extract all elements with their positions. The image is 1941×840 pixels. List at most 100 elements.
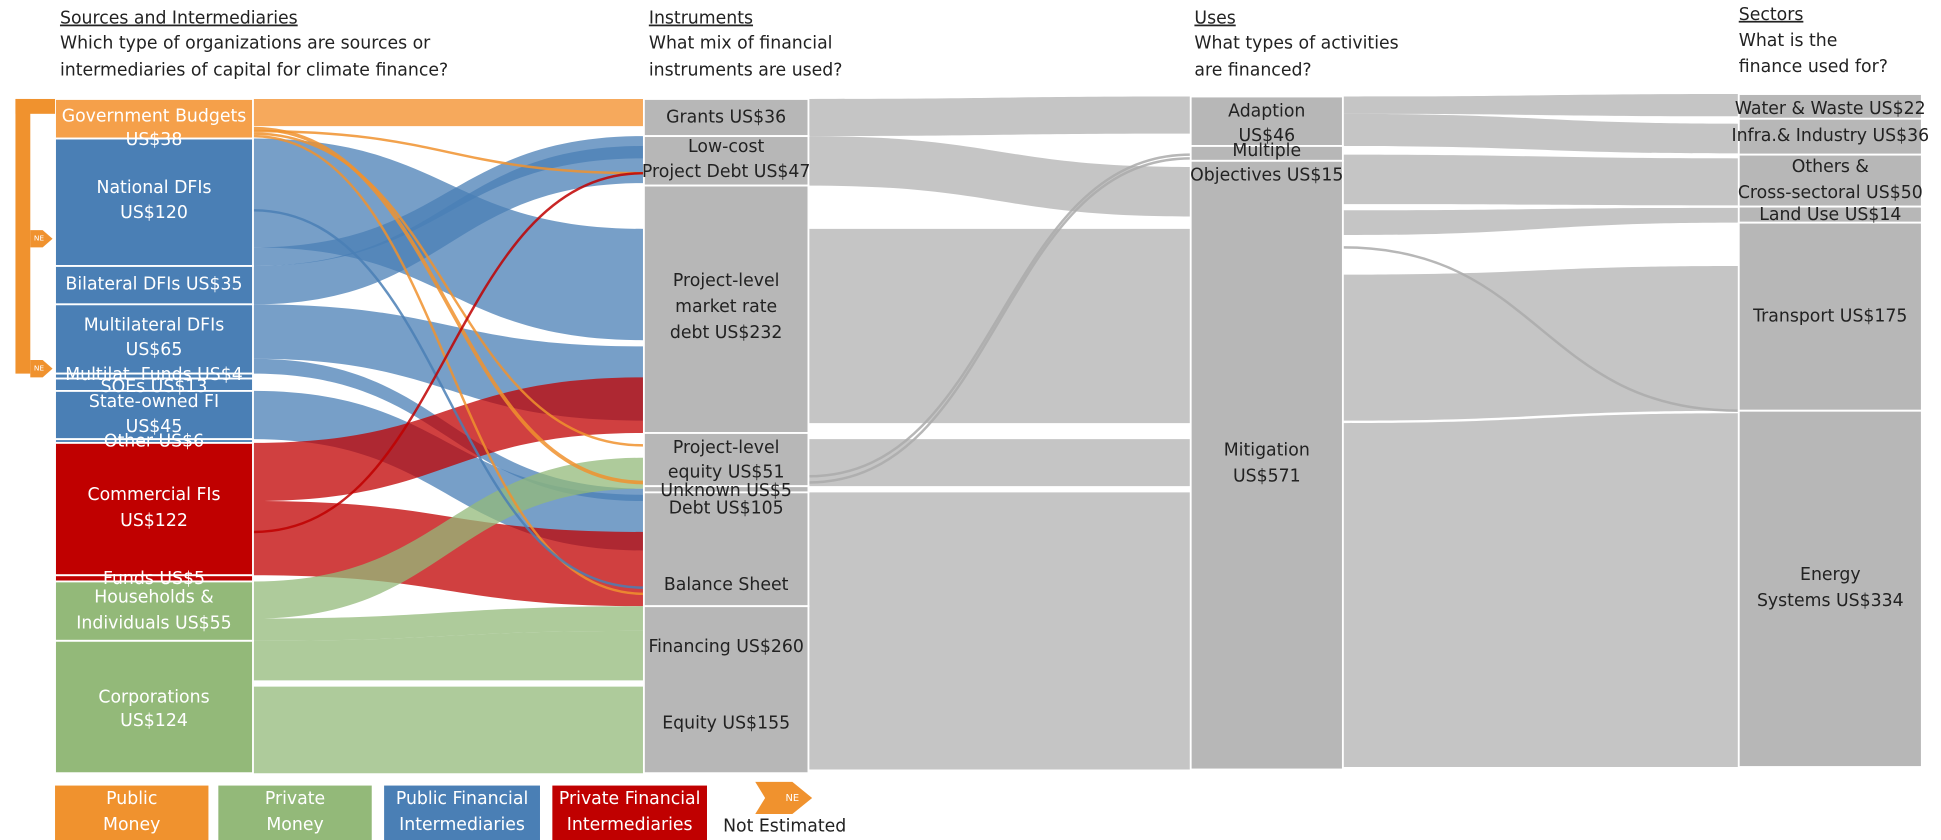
node-label: US$120	[120, 203, 188, 223]
node-label: Mitigation	[1224, 440, 1310, 460]
node	[54, 580, 254, 642]
column-question: What mix of financial	[649, 33, 833, 53]
column-title: Instruments	[649, 9, 753, 29]
node-label: Transport US$175	[1752, 307, 1907, 327]
flows	[252, 94, 1739, 774]
flow-line	[1342, 246, 1739, 412]
node	[642, 432, 810, 488]
node-label: Equity US$155	[662, 714, 790, 734]
node-label: Corporations	[98, 688, 209, 708]
node-label: Multilateral DFIs	[84, 315, 225, 335]
flow	[1342, 265, 1739, 421]
legend-label: Private	[265, 789, 325, 809]
node-label: Infra.& Industry US$36	[1731, 126, 1929, 146]
node	[1189, 159, 1344, 771]
flow-line	[252, 209, 644, 589]
legend-label: Money	[266, 815, 323, 835]
legend-label: Public	[106, 789, 157, 809]
column-title: Uses	[1194, 9, 1235, 29]
node-label: Bilateral DFIs US$35	[65, 275, 242, 295]
flow	[252, 390, 644, 551]
node-label: US$38	[126, 130, 183, 150]
node-label: Debt US$105	[669, 498, 784, 518]
bracket-top	[15, 98, 56, 114]
node-label: US$46	[1238, 126, 1295, 146]
column-question: are financed?	[1194, 61, 1311, 81]
column-question: What types of activities	[1194, 33, 1398, 53]
flow	[252, 686, 644, 774]
column-question: intermediaries of capital for climate fi…	[60, 61, 448, 81]
flow	[808, 439, 1191, 487]
legend-label: Public Financial	[396, 789, 528, 809]
node	[1737, 117, 1923, 156]
node-label: Other US$6	[104, 432, 204, 452]
node-label: National DFIs	[97, 178, 212, 198]
node-label: equity US$51	[668, 463, 785, 483]
legend-swatch	[218, 785, 372, 840]
node-label: Water & Waste US$22	[1735, 99, 1926, 119]
node-label: Project Debt US$47	[642, 162, 811, 182]
node-label: Multilat. Funds US$4	[65, 365, 243, 385]
node	[54, 137, 254, 267]
node	[642, 135, 810, 187]
ne-text: NE	[34, 364, 45, 373]
node-label: Grants US$36	[666, 108, 786, 128]
flow	[808, 96, 1191, 137]
node	[1737, 409, 1923, 768]
node-label: Commercial FIs	[87, 485, 220, 505]
node-label: Objectives US$15	[1190, 166, 1343, 186]
node-label: Land Use US$14	[1759, 205, 1901, 225]
node-label: Cross-sectoral US$50	[1738, 183, 1923, 203]
node-label: Project-level	[673, 438, 780, 458]
node-label: debt US$232	[670, 323, 783, 343]
flow-line	[252, 132, 644, 447]
node-label: Financing US$260	[648, 637, 803, 657]
flow	[252, 606, 644, 641]
bracket-bar	[15, 98, 31, 374]
legend-swatch	[55, 785, 209, 840]
column-question: What is the	[1739, 31, 1838, 51]
node-label: Multiple	[1232, 141, 1301, 161]
legend: NE Not Estimated Public Money Private Money…	[55, 781, 846, 840]
ne-legend-arrow	[755, 781, 813, 815]
flow-line	[808, 157, 1191, 484]
legend-label: Money	[103, 815, 160, 835]
node-label: Individuals US$55	[76, 614, 231, 634]
node-label: Adaption	[1228, 101, 1305, 121]
column-title: Sectors	[1739, 5, 1804, 25]
flow	[1342, 113, 1739, 154]
node	[1737, 221, 1923, 412]
nodes: Government Budgets US$38 National DFIs US$1…	[54, 93, 1929, 775]
node-label: US$45	[126, 417, 183, 437]
ne-legend-label: Not Estimated	[723, 816, 846, 836]
node-label: Low-cost	[688, 137, 764, 157]
flow-line	[252, 171, 644, 534]
ne-bracket: NE NE	[15, 98, 56, 378]
column-question: finance used for?	[1739, 57, 1888, 77]
node-label: US$571	[1233, 466, 1301, 486]
node-label: Households &	[94, 588, 214, 608]
column-question: instruments are used?	[649, 61, 843, 81]
node-label: State-owned FI	[89, 392, 219, 412]
node	[54, 639, 254, 775]
flow	[1342, 413, 1739, 768]
node	[642, 491, 810, 608]
flow-line	[252, 126, 644, 485]
flow	[808, 136, 1191, 217]
node-label: Project-level	[673, 271, 780, 291]
node	[1189, 95, 1344, 147]
flow	[808, 228, 1191, 424]
legend-label: Intermediaries	[399, 815, 525, 835]
flow-line	[252, 129, 644, 175]
flow	[1342, 94, 1739, 117]
node-label: US$124	[120, 711, 188, 731]
flow-line	[252, 134, 644, 596]
ne-text: NE	[786, 793, 800, 804]
column-title: Sources and Intermediaries	[60, 9, 298, 29]
node-label: Others &	[1792, 157, 1869, 177]
node-label: market rate	[675, 297, 777, 317]
flow	[252, 630, 644, 681]
flow-line	[808, 153, 1191, 478]
node	[54, 303, 254, 375]
